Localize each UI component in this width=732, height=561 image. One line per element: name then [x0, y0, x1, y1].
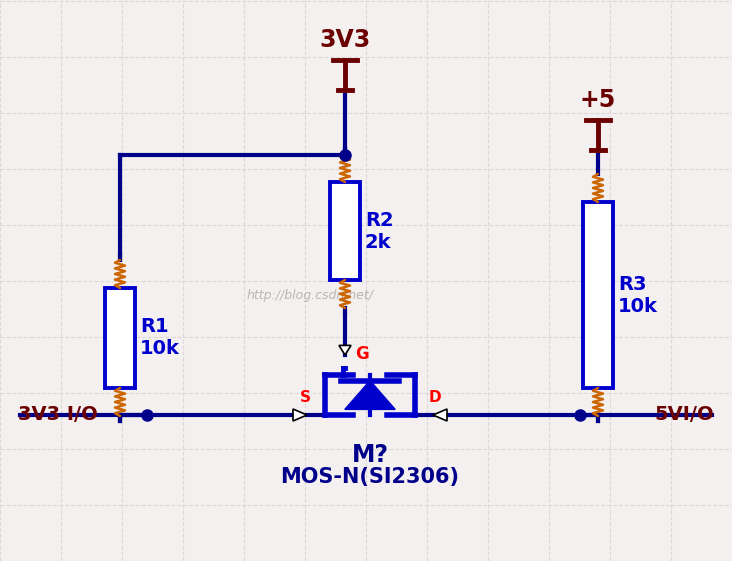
Polygon shape: [339, 346, 351, 355]
Text: R1
10k: R1 10k: [140, 318, 180, 358]
Bar: [105, 288, 135, 388]
Text: 3V3: 3V3: [319, 28, 370, 52]
Polygon shape: [293, 409, 307, 421]
Text: S: S: [299, 390, 310, 405]
Text: R2
2k: R2 2k: [365, 210, 394, 251]
Text: M?: M?: [351, 443, 389, 467]
Text: R3
10k: R3 10k: [618, 274, 658, 315]
Text: 5VI/O: 5VI/O: [654, 406, 714, 425]
Polygon shape: [345, 380, 395, 410]
Bar: [583, 202, 613, 388]
Text: MOS-N(SI2306): MOS-N(SI2306): [280, 467, 460, 487]
Text: G: G: [355, 345, 369, 363]
Text: 3V3 I/O: 3V3 I/O: [18, 406, 98, 425]
Text: +5: +5: [580, 88, 616, 112]
Text: D: D: [429, 390, 441, 405]
Bar: [330, 182, 360, 280]
Polygon shape: [433, 409, 447, 421]
Text: http://blog.csdn.net/: http://blog.csdn.net/: [247, 288, 373, 301]
